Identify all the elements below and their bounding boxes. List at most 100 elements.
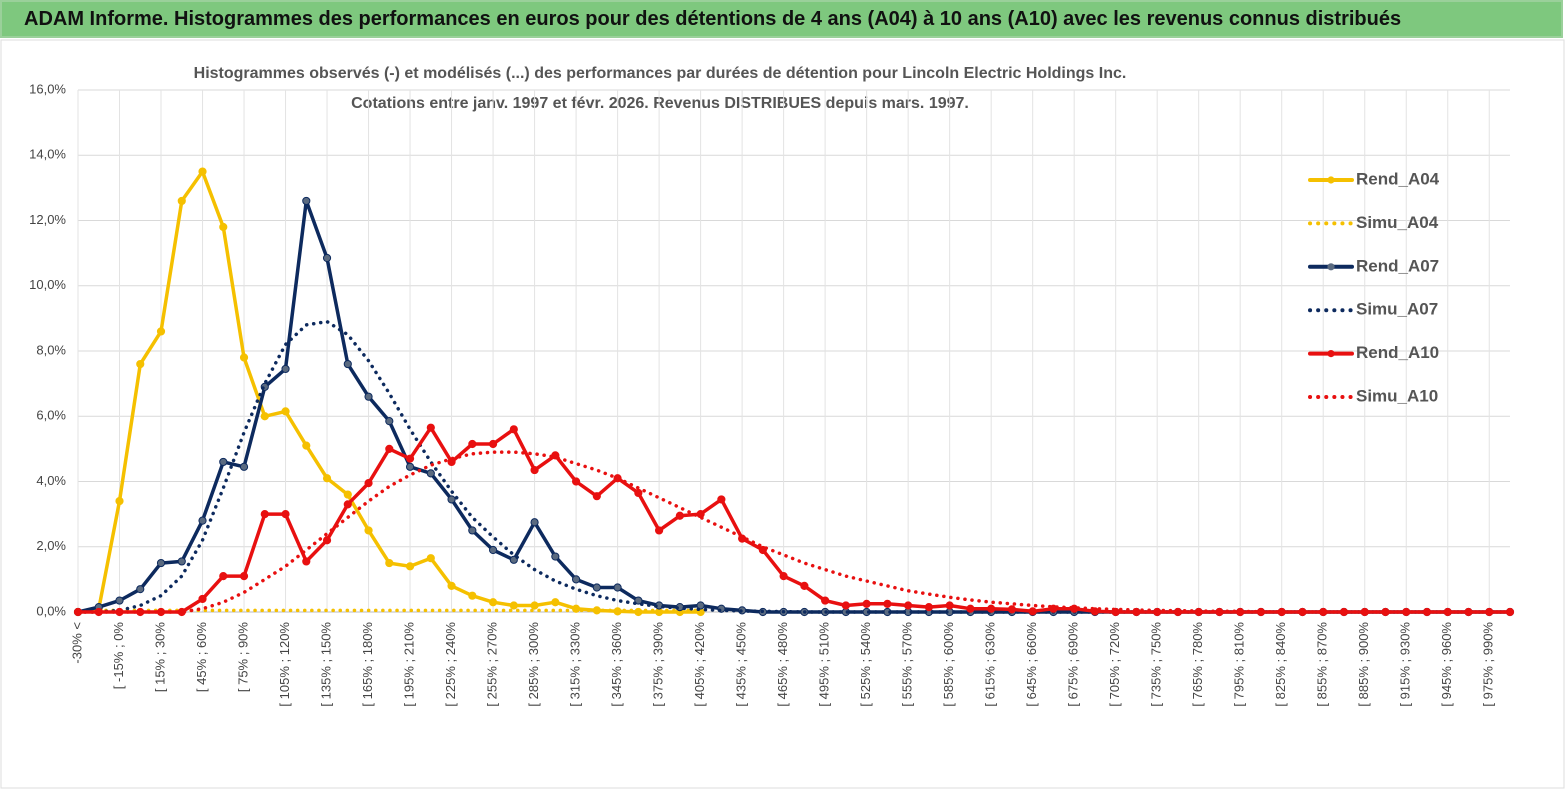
point [509, 425, 518, 434]
y-tick-label: 12,0% [29, 212, 66, 227]
x-tick-label: [ 585% ; 600% [941, 622, 956, 707]
series-line [76, 450, 1512, 614]
point [488, 598, 498, 607]
point [468, 526, 477, 535]
point [966, 604, 975, 613]
x-tick-label: [ 705% ; 720% [1107, 622, 1122, 707]
point [260, 510, 269, 519]
point [717, 495, 726, 504]
point [613, 583, 622, 592]
point [551, 598, 560, 607]
point [987, 604, 996, 613]
point [239, 462, 249, 471]
x-tick-label: [ 825% ; 840% [1273, 622, 1288, 707]
x-tick-label: [ 795% ; 810% [1232, 622, 1247, 707]
x-tick-label: [ 135% ; 150% [318, 622, 333, 707]
point [302, 441, 311, 450]
point [551, 552, 560, 561]
point [426, 423, 435, 432]
point [198, 594, 207, 604]
point [343, 359, 352, 369]
legend-marker [1327, 350, 1335, 358]
point [177, 557, 186, 566]
chart: Histogrammes observés (-) et modélisés (… [0, 39, 1565, 789]
point [364, 392, 373, 401]
point [115, 496, 124, 506]
point [571, 477, 581, 486]
point [364, 479, 373, 488]
point [156, 558, 166, 568]
point [385, 444, 394, 453]
point [322, 474, 332, 483]
x-tick-label: [ 285% ; 300% [526, 622, 541, 707]
point [883, 599, 892, 608]
point [239, 353, 249, 362]
x-tick-label: [ 345% ; 360% [609, 622, 624, 707]
x-tick-label: [ 495% ; 510% [817, 622, 832, 707]
x-tick-label: [ 555% ; 570% [900, 622, 915, 707]
point [468, 591, 477, 600]
point [343, 490, 352, 499]
point [405, 562, 415, 571]
y-tick-label: 14,0% [29, 147, 66, 162]
point [322, 253, 332, 263]
point [281, 510, 290, 519]
y-tick-label: 2,0% [36, 538, 66, 553]
point [509, 601, 518, 610]
x-tick-label: [ 645% ; 660% [1024, 622, 1039, 707]
point [447, 495, 456, 504]
y-tick-label: 4,0% [36, 473, 66, 488]
x-tick-label: [ 45% ; 60% [194, 622, 209, 693]
banner-title: ADAM Informe. Histogrammes des performan… [0, 0, 1563, 38]
point [779, 572, 788, 581]
legend-label: Rend_A07 [1356, 256, 1439, 275]
legend-label: Simu_A07 [1356, 300, 1438, 319]
x-tick-label: [ -15% ; 0% [111, 622, 126, 690]
point [655, 526, 664, 535]
point [1028, 607, 1037, 616]
point [530, 601, 539, 610]
point [821, 596, 830, 605]
legend-label: Rend_A10 [1356, 343, 1439, 362]
legend-label: Simu_A04 [1356, 213, 1439, 232]
x-tick-label: [ 315% ; 330% [568, 622, 583, 707]
point [219, 572, 228, 581]
x-tick-label: [ 195% ; 210% [401, 622, 416, 707]
point [177, 196, 186, 206]
point [405, 454, 415, 463]
x-tick-label: [ 15% ; 30% [152, 622, 167, 693]
x-tick-label: [ 405% ; 420% [692, 622, 707, 707]
x-tick-label: [ 165% ; 180% [360, 622, 375, 707]
point [447, 581, 456, 591]
point [219, 457, 228, 467]
point [136, 585, 145, 594]
x-tick-label: [ 915% ; 930% [1398, 622, 1413, 707]
x-tick-label: [ 945% ; 960% [1439, 622, 1454, 707]
chart-title: Histogrammes observés (-) et modélisés (… [194, 65, 1127, 82]
point [530, 518, 539, 527]
point [1007, 605, 1017, 614]
point [571, 575, 581, 584]
x-tick-label: [ 225% ; 240% [443, 622, 458, 707]
point [405, 462, 415, 471]
x-tick-label: [ 885% ; 900% [1356, 622, 1371, 707]
point [281, 407, 290, 416]
point [634, 596, 643, 605]
point [426, 469, 435, 478]
point [675, 511, 684, 520]
point [862, 599, 871, 608]
point [322, 536, 332, 545]
point [385, 558, 394, 568]
point [924, 603, 933, 612]
point [696, 510, 705, 519]
x-tick-label: [ 75% ; 90% [235, 622, 250, 693]
x-tick-label: [ 765% ; 780% [1190, 622, 1205, 707]
point [696, 601, 705, 610]
legend-marker [1327, 176, 1335, 184]
point [841, 601, 850, 610]
y-tick-label: 6,0% [36, 408, 66, 423]
x-tick-label: [ 255% ; 270% [485, 622, 500, 707]
point [198, 516, 207, 525]
point [530, 465, 539, 475]
x-tick-label: [ 975% ; 990% [1481, 622, 1496, 707]
